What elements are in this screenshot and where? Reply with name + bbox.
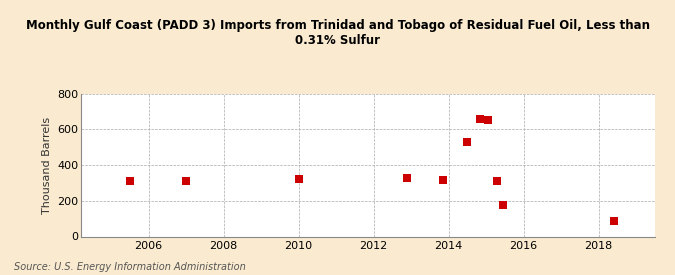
Point [293, 177, 304, 182]
Point [483, 118, 493, 123]
Y-axis label: Thousand Barrels: Thousand Barrels [42, 116, 51, 214]
Text: Monthly Gulf Coast (PADD 3) Imports from Trinidad and Tobago of Residual Fuel Oi: Monthly Gulf Coast (PADD 3) Imports from… [26, 19, 649, 47]
Point [608, 219, 619, 224]
Point [181, 179, 192, 183]
Point [124, 179, 135, 183]
Point [492, 179, 503, 183]
Point [437, 178, 448, 182]
Point [497, 203, 508, 207]
Point [475, 116, 486, 121]
Text: Source: U.S. Energy Information Administration: Source: U.S. Energy Information Administ… [14, 262, 245, 272]
Point [462, 139, 472, 144]
Point [402, 176, 412, 181]
